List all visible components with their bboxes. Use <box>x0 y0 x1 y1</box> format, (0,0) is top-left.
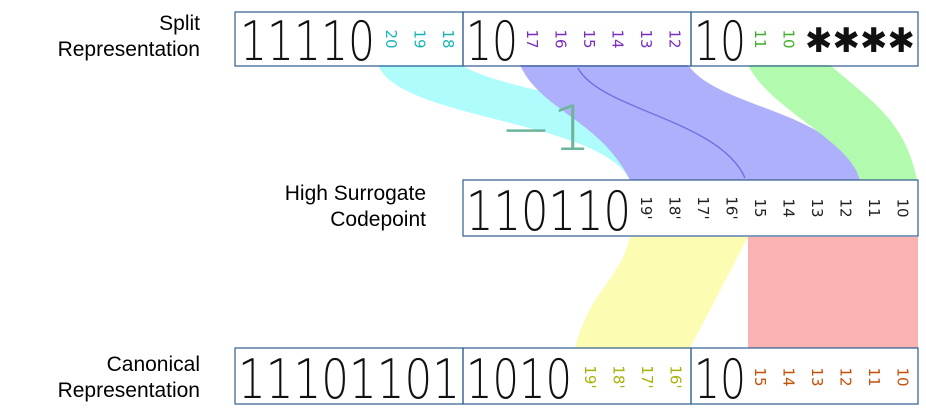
bit-label: 17' <box>638 365 656 388</box>
bit-label: 16' <box>667 365 685 388</box>
high-surrogate-box <box>462 179 919 237</box>
canonical-byte2-bits: 19' 18' 17' 16' <box>581 365 685 388</box>
bit-label: 10 <box>780 29 798 48</box>
bit-label: 14 <box>780 367 798 386</box>
red-band <box>748 237 918 348</box>
bit-label: 11 <box>865 367 883 386</box>
yellow-band <box>575 237 748 348</box>
split-label-line2: Representation <box>57 38 200 61</box>
split-byte1-prefix: 11110 <box>240 10 375 73</box>
bit-label: 19' <box>637 196 655 219</box>
bit-label: 18' <box>666 196 684 219</box>
bit-label: 19' <box>581 365 599 388</box>
bit-label: 17 <box>523 29 541 48</box>
high-surrogate-row: 110110 19' 18' 17' 16' 15 14 13 12 11 10 <box>462 179 919 243</box>
bit-label: 13 <box>808 367 826 386</box>
bit-label: 15 <box>751 367 769 386</box>
bit-label: 17' <box>694 196 712 219</box>
canonical-representation-label: Canonical Representation <box>0 352 200 404</box>
high-label-line1: High Surrogate <box>284 182 426 205</box>
canonical-byte2-prefix: 1010 <box>466 348 572 411</box>
purple-band <box>520 65 860 180</box>
canonical-byte3-bits: 15 14 13 12 11 10 <box>751 367 912 386</box>
bit-label: 12 <box>837 367 855 386</box>
split-representation-label: Split Representation <box>0 11 200 63</box>
split-byte3-bits: 11 10 <box>751 29 798 48</box>
high-surrogate-bits: 19' 18' 17' 16' 15 14 13 12 11 10 <box>637 196 912 219</box>
split-byte1-bits: 20 19 18 <box>382 29 457 48</box>
high-surrogate-prefix: 110110 <box>466 180 631 243</box>
bit-label: 16 <box>552 29 570 48</box>
bit-label: 11 <box>865 198 883 217</box>
split-byte2-prefix: 10 <box>466 10 518 73</box>
bit-label: 20 <box>382 29 400 48</box>
canonical-byte1-prefix: 11101101 <box>238 348 460 411</box>
purple-band-divider <box>577 67 746 179</box>
split-byte3-wildcards: ✱✱✱✱ <box>805 21 915 61</box>
bit-label: 19 <box>411 29 429 48</box>
split-byte3-box <box>690 11 919 67</box>
split-label-line1: Split <box>159 12 200 35</box>
bit-label: 18 <box>439 29 457 48</box>
mapping-bands <box>378 65 918 348</box>
green-band <box>748 65 917 180</box>
split-byte3-prefix: 10 <box>694 10 746 73</box>
split-byte2-bits: 17 16 15 14 13 12 <box>523 29 684 48</box>
high-surrogate-label: High Surrogate Codepoint <box>226 181 426 233</box>
bit-label: 14 <box>780 198 798 217</box>
bit-label: 11 <box>751 29 769 48</box>
bit-label: 15 <box>580 29 598 48</box>
bit-label: 14 <box>609 29 627 48</box>
canonical-byte3-box <box>690 347 919 405</box>
canonical-row: 11101101 1010 19' 18' 17' 16' 10 15 14 13 12 11… <box>234 347 919 411</box>
bit-label: 16' <box>723 196 741 219</box>
canonical-byte3-prefix: 10 <box>694 348 746 411</box>
bit-label: 13 <box>637 29 655 48</box>
bit-label: 10 <box>894 198 912 217</box>
minus-one-annotation: −1 <box>500 92 591 165</box>
split-row: 11110 20 19 18 10 17 16 15 14 13 12 10 11 10 ✱✱✱… <box>234 10 919 73</box>
bit-label: 12 <box>837 198 855 217</box>
bit-label: 10 <box>894 367 912 386</box>
bit-label: 18' <box>610 365 628 388</box>
canonical-label-line1: Canonical <box>106 353 200 376</box>
bit-label: 15 <box>751 198 769 217</box>
bit-label: 13 <box>808 198 826 217</box>
bit-label: 12 <box>666 29 684 48</box>
canonical-label-line2: Representation <box>57 379 200 402</box>
high-label-line2: Codepoint <box>330 208 426 231</box>
